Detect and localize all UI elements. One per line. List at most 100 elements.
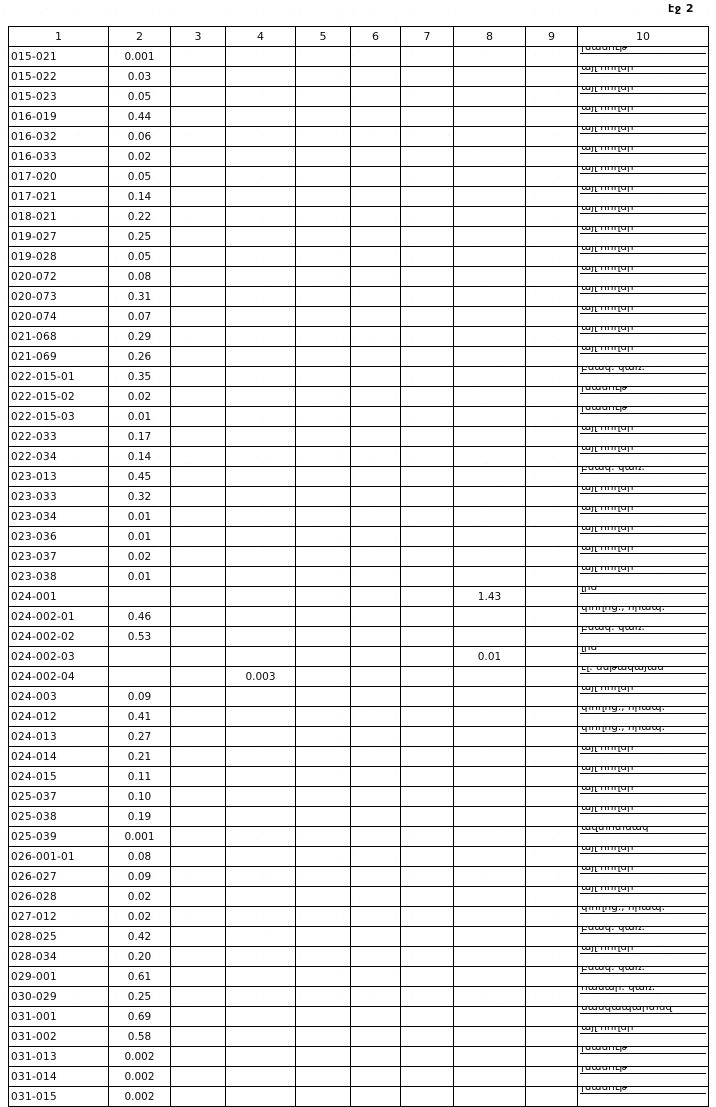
cell-value-col-5 — [295, 386, 351, 407]
cell-value-col-4 — [225, 586, 296, 607]
cell-value-col-4 — [225, 986, 296, 1007]
land-use-label: այլ հողեր — [580, 868, 706, 874]
cell-value-col-9 — [525, 726, 578, 747]
cell-value-col-6 — [350, 346, 401, 367]
column-header-4: 4 — [225, 26, 296, 47]
cell-land-use: այլ հողեր — [577, 226, 709, 247]
cell-value-col-2: 0.002 — [108, 1066, 171, 1087]
cell-value-col-4 — [225, 746, 296, 767]
cell-value-col-8 — [453, 746, 526, 767]
cell-value-col-3 — [170, 66, 226, 87]
cell-value-col-9 — [525, 206, 578, 227]
cell-value-col-4 — [225, 1026, 296, 1047]
cell-value-col-8 — [453, 246, 526, 267]
cell-value-col-6 — [350, 626, 401, 647]
cell-value-col-6 — [350, 826, 401, 847]
cell-value-col-7 — [400, 906, 454, 927]
cell-value-col-4 — [225, 326, 296, 347]
cell-value-col-2: 0.08 — [108, 266, 171, 287]
cell-value-col-9 — [525, 426, 578, 447]
cell-value-col-4 — [225, 886, 296, 907]
cell-value-col-9 — [525, 666, 578, 687]
land-use-label: փողոց., հրապ. — [580, 608, 706, 614]
cell-value-col-8 — [453, 146, 526, 167]
cell-land-use: բնակ. կառ. — [577, 966, 709, 987]
table-row: 028-034 0.20 այլ հողեր — [8, 946, 709, 967]
cell-value-col-3 — [170, 666, 226, 687]
cell-parcel-id: 024-012 — [8, 706, 109, 727]
table-row: 024-002-02 0.53 բնակ. կառ. — [8, 626, 709, 647]
cell-value-col-8 — [453, 806, 526, 827]
cell-value-col-4 — [225, 346, 296, 367]
cell-value-col-9 — [525, 406, 578, 427]
cell-parcel-id: 020-073 — [8, 286, 109, 307]
cell-value-col-6 — [350, 646, 401, 667]
cell-value-col-9 — [525, 126, 578, 147]
cell-parcel-id: 023-034 — [8, 506, 109, 527]
cell-land-use: փողոց., հրապ.զմ — [577, 906, 709, 927]
cell-value-col-8 — [453, 366, 526, 387]
cell-value-col-8 — [453, 1046, 526, 1067]
cell-value-col-2: 0.35 — [108, 366, 171, 387]
cell-value-col-5 — [295, 926, 351, 947]
cell-value-col-7 — [400, 946, 454, 967]
cell-value-col-8 — [453, 706, 526, 727]
table-row: 016-033 0.02 այլ հողեր — [8, 146, 709, 167]
cell-value-col-5 — [295, 886, 351, 907]
land-use-label: այլ հողեր — [580, 788, 706, 794]
cell-parcel-id: 019-028 — [8, 246, 109, 267]
cell-value-col-8 — [453, 866, 526, 887]
table-row: 022-015-01 0.35 բնակ. կառ. — [8, 366, 709, 387]
cell-value-col-2: 0.02 — [108, 906, 171, 927]
cell-land-use: այլ հողեր — [577, 146, 709, 167]
cell-value-col-8 — [453, 86, 526, 107]
cell-value-col-9 — [525, 106, 578, 127]
cell-value-col-5 — [295, 226, 351, 247]
cell-value-col-7 — [400, 326, 454, 347]
cell-value-col-6 — [350, 266, 401, 287]
cell-land-use: այլ հողեր — [577, 766, 709, 787]
cell-value-col-3 — [170, 246, 226, 267]
cell-value-col-4 — [225, 1086, 296, 1107]
cell-value-col-8 — [453, 186, 526, 207]
land-use-label: փողոց., հրապ. — [580, 708, 706, 714]
cell-value-col-7 — [400, 226, 454, 247]
cell-value-col-6 — [350, 546, 401, 567]
column-header-10: 10 — [577, 26, 709, 47]
cell-value-col-7 — [400, 306, 454, 327]
cell-value-col-2: 0.25 — [108, 226, 171, 247]
land-use-label: այլ հողեր — [580, 328, 706, 334]
cell-value-col-3 — [170, 86, 226, 107]
cell-value-col-8 — [453, 966, 526, 987]
table-row: 016-032 0.06 այլ հողեր — [8, 126, 709, 147]
cell-parcel-id: 025-037 — [8, 786, 109, 807]
cell-value-col-2: 0.09 — [108, 866, 171, 887]
table-row: 024-015 0.11 այլ հողեր — [8, 766, 709, 787]
cell-value-col-6 — [350, 1086, 401, 1107]
cell-land-use: հասար. կառ. — [577, 986, 709, 1007]
cell-value-col-9 — [525, 46, 578, 67]
cell-value-col-5 — [295, 426, 351, 447]
cell-value-col-3 — [170, 966, 226, 987]
column-header-9: 9 — [525, 26, 578, 47]
cell-value-col-4 — [225, 686, 296, 707]
cell-value-col-4 — [225, 266, 296, 287]
cell-value-col-4 — [225, 466, 296, 487]
cell-value-col-5 — [295, 746, 351, 767]
cell-land-use: այլ հողեր — [577, 566, 709, 587]
cell-value-col-3 — [170, 786, 226, 807]
table-row: 023-034 0.01 այլ հողեր — [8, 506, 709, 527]
cell-value-col-9 — [525, 1086, 578, 1107]
cell-value-col-7 — [400, 446, 454, 467]
cell-value-col-6 — [350, 746, 401, 767]
cell-value-col-6 — [350, 246, 401, 267]
cell-value-col-3 — [170, 926, 226, 947]
cell-land-use: ավտոտնակ — [577, 826, 709, 847]
land-use-label: խանութ — [580, 408, 706, 414]
cell-land-use: այլ հողեր — [577, 526, 709, 547]
cell-parcel-id: 023-033 — [8, 486, 109, 507]
cell-value-col-5 — [295, 246, 351, 267]
cell-value-col-6 — [350, 946, 401, 967]
cell-value-col-8: 0.01 — [453, 646, 526, 667]
